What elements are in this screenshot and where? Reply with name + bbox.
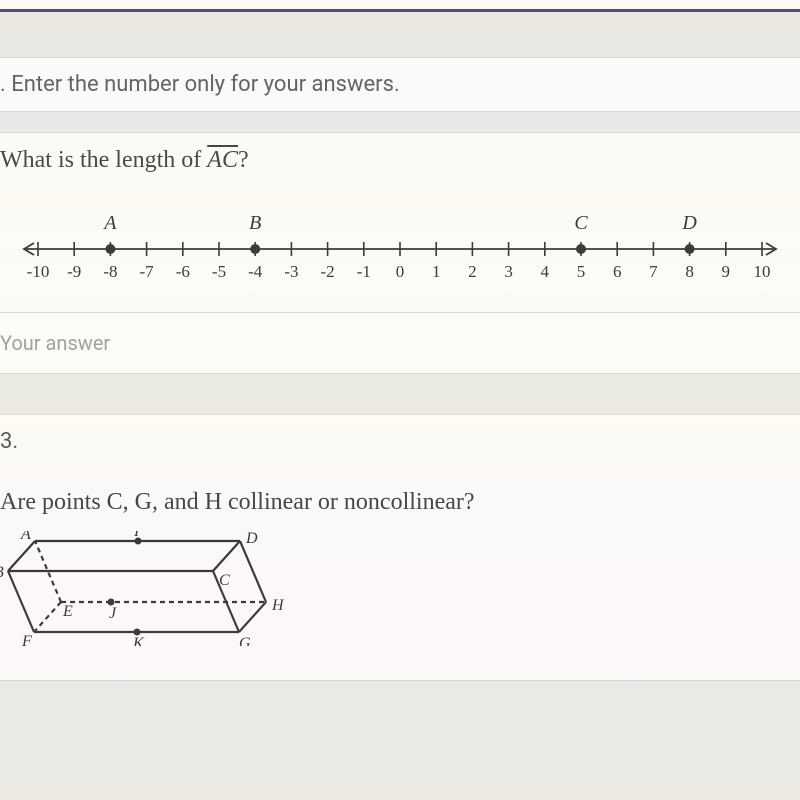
svg-text:3: 3 bbox=[504, 262, 512, 281]
svg-text:-5: -5 bbox=[212, 262, 226, 281]
svg-text:D: D bbox=[245, 531, 258, 547]
q1-segment-label: AC bbox=[207, 147, 238, 173]
number-line-container: -10-9-8-7-6-5-4-3-2-1012345678910ABCD bbox=[0, 174, 800, 308]
q1-prompt: What is the length of AC? bbox=[0, 147, 800, 174]
svg-text:5: 5 bbox=[577, 262, 586, 281]
svg-text:-10: -10 bbox=[27, 262, 50, 281]
svg-text:K: K bbox=[132, 635, 145, 646]
svg-text:10: 10 bbox=[754, 262, 771, 281]
question-1-section: What is the length of AC? -10-9-8-7-6-5-… bbox=[0, 132, 800, 313]
prism-container: A D B C E H F G I J K bbox=[0, 516, 800, 650]
svg-text:-4: -4 bbox=[248, 262, 263, 281]
svg-text:6: 6 bbox=[613, 262, 622, 281]
svg-text:C: C bbox=[574, 212, 588, 234]
q2-number: 3. bbox=[0, 429, 800, 454]
svg-text:2: 2 bbox=[468, 262, 477, 281]
answer-label: Your answer bbox=[0, 331, 800, 355]
top-border-bar bbox=[0, 0, 800, 12]
svg-text:7: 7 bbox=[649, 262, 658, 281]
svg-text:1: 1 bbox=[432, 262, 441, 281]
svg-text:-2: -2 bbox=[321, 262, 335, 281]
svg-text:F: F bbox=[21, 633, 32, 646]
svg-text:J: J bbox=[109, 605, 117, 622]
instruction-section: . Enter the number only for your answers… bbox=[0, 57, 800, 112]
svg-text:-9: -9 bbox=[67, 262, 81, 281]
svg-text:-6: -6 bbox=[176, 262, 190, 281]
svg-text:-8: -8 bbox=[103, 262, 117, 281]
svg-text:C: C bbox=[219, 572, 230, 589]
svg-text:-3: -3 bbox=[284, 262, 298, 281]
svg-text:4: 4 bbox=[541, 262, 550, 281]
svg-text:-7: -7 bbox=[140, 262, 155, 281]
svg-text:B: B bbox=[0, 564, 4, 581]
svg-text:9: 9 bbox=[722, 262, 731, 281]
svg-text:D: D bbox=[681, 212, 697, 234]
q1-prompt-suffix: ? bbox=[238, 147, 249, 173]
svg-text:H: H bbox=[271, 597, 285, 614]
svg-text:E: E bbox=[62, 603, 73, 620]
svg-text:A: A bbox=[20, 531, 31, 543]
question-2-section: 3. Are points C, G, and H collinear or n… bbox=[0, 414, 800, 681]
rectangular-prism: A D B C E H F G I J K bbox=[0, 531, 310, 646]
svg-text:B: B bbox=[249, 212, 261, 234]
instruction-text: . Enter the number only for your answers… bbox=[0, 72, 800, 97]
answer-section[interactable]: Your answer bbox=[0, 313, 800, 374]
svg-text:-1: -1 bbox=[357, 262, 371, 281]
svg-text:0: 0 bbox=[396, 262, 405, 281]
svg-text:8: 8 bbox=[685, 262, 694, 281]
q2-prompt: Are points C, G, and H collinear or nonc… bbox=[0, 489, 800, 516]
svg-text:I: I bbox=[133, 531, 140, 540]
q1-prompt-prefix: What is the length of bbox=[0, 147, 207, 173]
svg-text:G: G bbox=[239, 635, 251, 646]
svg-text:A: A bbox=[102, 212, 117, 234]
number-line: -10-9-8-7-6-5-4-3-2-1012345678910ABCD bbox=[20, 199, 780, 294]
